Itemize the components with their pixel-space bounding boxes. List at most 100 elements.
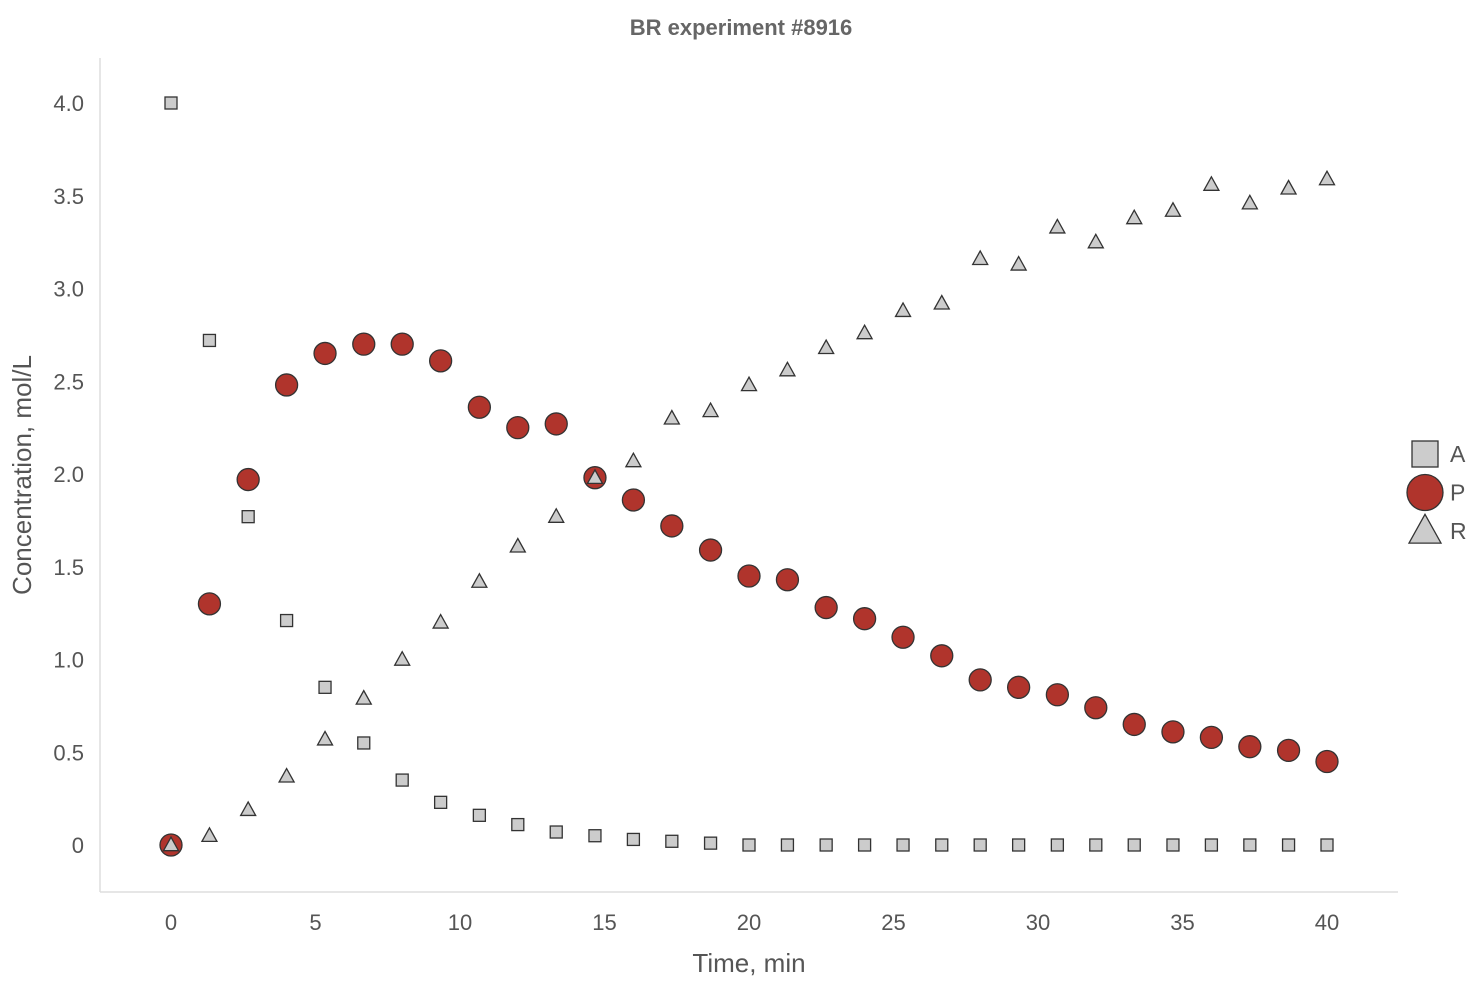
point-A <box>395 773 409 787</box>
point-P <box>930 644 954 668</box>
point-P <box>544 412 568 436</box>
point-R <box>1241 194 1259 210</box>
point-P <box>1161 720 1185 744</box>
y-axis-label: Concentration, mol/L <box>7 355 37 595</box>
x-tick-label: 35 <box>1170 910 1194 935</box>
point-P <box>352 332 376 356</box>
point-P <box>390 332 414 356</box>
point-R <box>624 451 643 468</box>
point-P <box>506 415 530 440</box>
point-A <box>202 333 217 348</box>
legend-label: P <box>1450 480 1465 506</box>
point-R <box>1048 218 1066 234</box>
point-P <box>1238 735 1262 759</box>
x-tick-label: 5 <box>309 910 321 935</box>
point-A <box>241 510 255 524</box>
y-tick-label: 0.5 <box>53 740 84 765</box>
point-P <box>1006 675 1031 699</box>
point-R <box>393 650 411 666</box>
point-P <box>1315 749 1339 774</box>
y-tick-label: 2.0 <box>53 462 84 487</box>
point-P <box>660 514 684 538</box>
point-A <box>703 836 718 850</box>
point-R <box>509 537 527 553</box>
point-R <box>1010 255 1028 271</box>
point-R <box>1087 232 1105 249</box>
point-P <box>852 607 877 631</box>
point-A <box>1281 838 1296 852</box>
point-R <box>894 301 912 318</box>
point-A <box>742 838 756 852</box>
point-A <box>973 838 987 852</box>
point-P <box>467 395 492 419</box>
x-tick-labels: 0 5 10 15 20 25 30 35 40 <box>165 910 1339 935</box>
point-P <box>1276 738 1301 763</box>
point-A <box>896 838 910 852</box>
series-R <box>162 169 1336 852</box>
point-P <box>775 568 800 592</box>
point-P <box>1199 725 1224 750</box>
point-R <box>971 249 989 266</box>
point-R <box>547 507 565 523</box>
x-axis-label: Time, min <box>692 948 805 978</box>
point-A <box>819 838 833 852</box>
point-R <box>1125 208 1143 225</box>
legend-marker-A <box>1411 440 1439 468</box>
point-A <box>1011 838 1026 852</box>
point-A <box>433 795 448 809</box>
series-A <box>164 96 1334 852</box>
point-R <box>1202 175 1221 191</box>
point-A <box>1089 838 1103 852</box>
point-P <box>737 564 761 588</box>
point-R <box>200 826 219 843</box>
point-A <box>164 96 178 110</box>
point-R <box>663 409 681 425</box>
point-P <box>968 668 992 692</box>
y-tick-label: 1.0 <box>53 648 84 673</box>
point-A <box>511 817 525 832</box>
point-P <box>197 592 222 616</box>
point-R <box>933 294 951 310</box>
chart-title: BR experiment #8916 <box>630 15 853 40</box>
point-R <box>701 401 720 418</box>
point-A <box>857 838 872 852</box>
x-tick-label: 15 <box>592 910 616 935</box>
point-R <box>740 375 758 392</box>
point-P <box>1045 683 1070 707</box>
point-A <box>1204 838 1219 852</box>
point-R <box>817 338 835 355</box>
point-P <box>891 625 915 649</box>
x-tick-label: 0 <box>165 910 177 935</box>
legend-marker-P <box>1406 473 1444 512</box>
point-R <box>1164 201 1182 217</box>
point-P <box>428 349 453 373</box>
point-A <box>549 825 563 839</box>
point-R <box>1318 169 1336 186</box>
point-A <box>780 838 795 852</box>
point-R <box>778 360 797 377</box>
point-R <box>470 572 488 588</box>
legend-label: A <box>1450 441 1466 467</box>
point-A <box>357 736 371 750</box>
point-R <box>239 800 257 817</box>
data-points <box>159 96 1339 857</box>
point-A <box>279 613 294 628</box>
y-tick-label: 0 <box>72 833 84 858</box>
point-A <box>318 680 332 694</box>
point-R <box>432 613 450 629</box>
point-A <box>626 832 641 847</box>
point-P <box>1084 696 1108 720</box>
point-P <box>698 538 723 562</box>
point-P <box>814 595 838 620</box>
x-tick-label: 40 <box>1315 910 1339 935</box>
series-P <box>159 332 1339 857</box>
y-tick-label: 3.5 <box>53 184 84 209</box>
point-A <box>1050 838 1065 852</box>
point-A <box>1127 838 1141 852</box>
y-tick-label: 1.5 <box>53 555 84 580</box>
point-R <box>1279 179 1298 195</box>
point-R <box>355 689 373 705</box>
point-R <box>277 767 296 783</box>
y-tick-label: 3.0 <box>53 277 84 302</box>
